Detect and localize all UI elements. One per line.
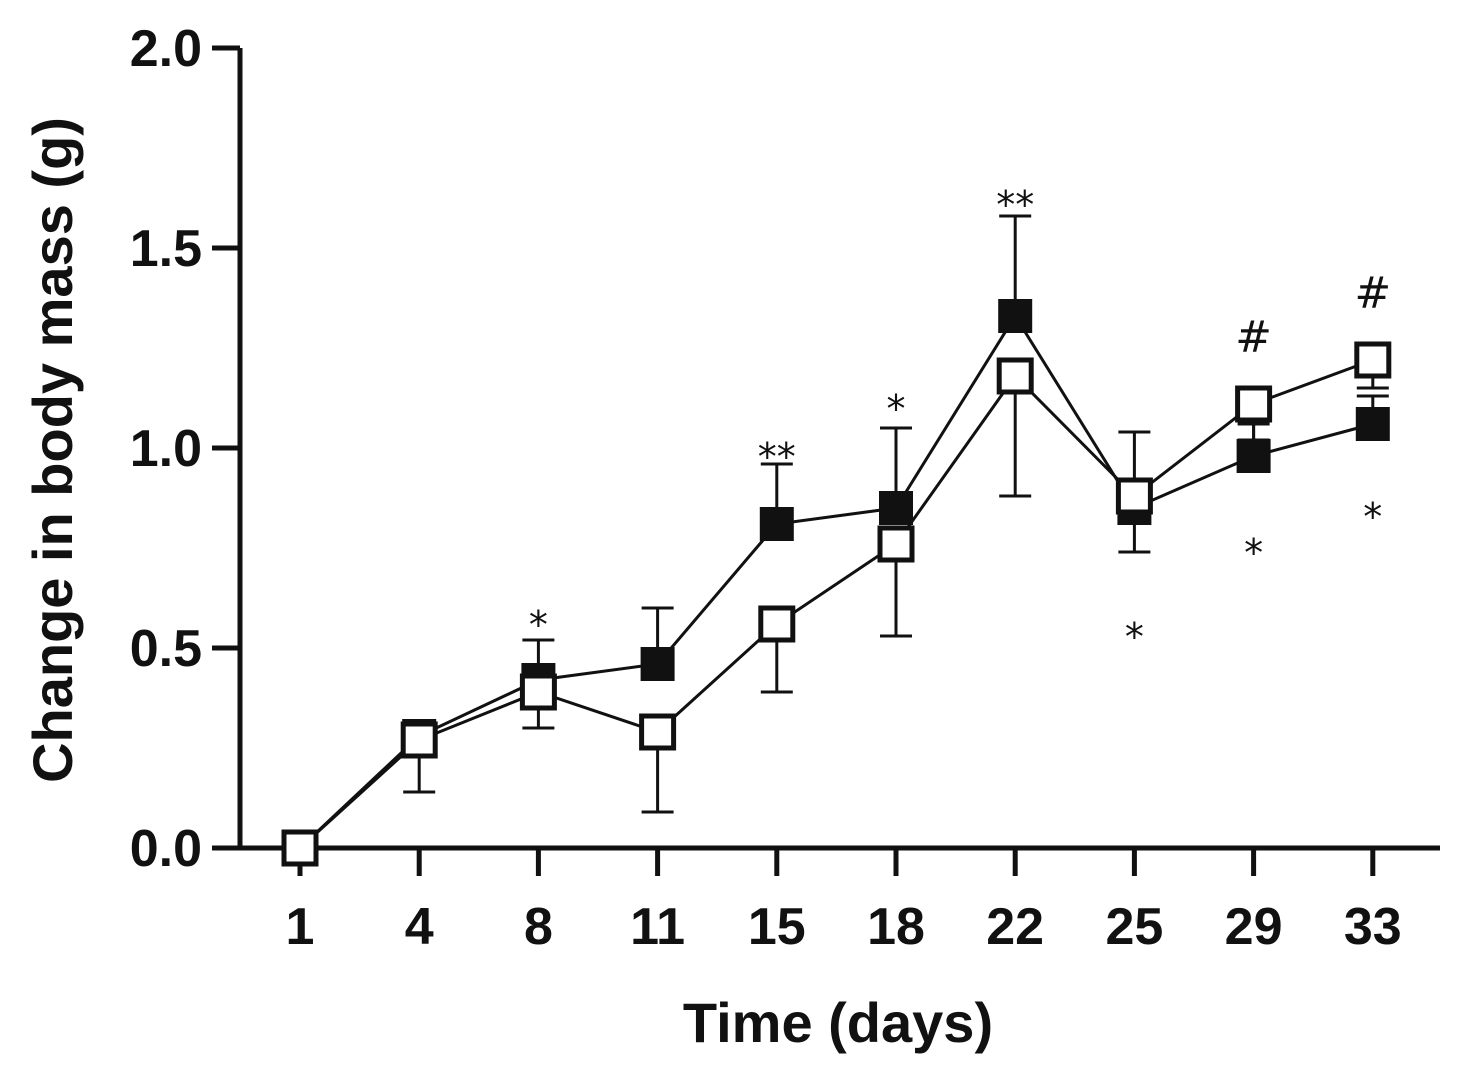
x-tick-label: 11 bbox=[630, 898, 685, 956]
x-tick-label: 15 bbox=[748, 898, 806, 956]
error-bars bbox=[403, 214, 1389, 814]
filled-square-marker bbox=[879, 491, 913, 525]
significance-mark: # bbox=[1235, 312, 1272, 363]
x-tick-label: 1 bbox=[286, 898, 315, 956]
series-line-1 bbox=[298, 313, 1374, 850]
y-tick-label: 1.0 bbox=[130, 420, 202, 478]
axes: 0.0 0.5 1.0 1.5 2.0 1 4 8 11 15 18 22 25 29 33 bbox=[130, 20, 1440, 956]
significance-mark: ** bbox=[758, 435, 796, 479]
significance-mark: * bbox=[1244, 531, 1263, 575]
open-square-marker bbox=[281, 829, 319, 867]
significance-mark: # bbox=[1354, 268, 1391, 319]
open-square-marker bbox=[639, 713, 677, 751]
x-tick-label: 22 bbox=[986, 898, 1044, 956]
open-square-marker bbox=[519, 673, 557, 711]
series-markers bbox=[281, 299, 1392, 867]
open-square-marker bbox=[877, 525, 915, 563]
significance-mark: ** bbox=[996, 183, 1034, 227]
x-tick-label: 8 bbox=[524, 898, 553, 956]
filled-square-marker bbox=[640, 647, 675, 681]
open-square-marker bbox=[996, 357, 1034, 395]
filled-square-marker bbox=[1236, 439, 1271, 473]
x-tick-label: 18 bbox=[867, 898, 925, 956]
y-tick-label: 0.5 bbox=[130, 620, 202, 678]
open-square-marker bbox=[400, 721, 438, 759]
open-square-marker bbox=[758, 605, 796, 643]
filled-square-marker bbox=[759, 507, 794, 541]
significance-mark: * bbox=[529, 603, 548, 647]
filled-square-marker bbox=[1355, 407, 1390, 441]
significance-mark: * bbox=[887, 387, 906, 431]
open-square-marker bbox=[1354, 341, 1392, 379]
x-tick-label: 29 bbox=[1225, 898, 1283, 956]
y-tick-label: 1.5 bbox=[130, 220, 202, 278]
x-tick-label: 4 bbox=[405, 898, 434, 956]
significance-mark: * bbox=[1125, 615, 1144, 659]
y-tick-label: 0.0 bbox=[130, 820, 202, 878]
y-tick-label: 2.0 bbox=[130, 20, 202, 78]
significance-mark: * bbox=[1363, 495, 1382, 539]
open-square-marker bbox=[1115, 477, 1153, 515]
series-line-2 bbox=[298, 358, 1374, 850]
significance-annotations: *******#*#* bbox=[529, 183, 1391, 659]
x-tick-label: 25 bbox=[1105, 898, 1163, 956]
open-square-marker bbox=[1235, 385, 1273, 423]
x-axis-title: Time (days) bbox=[683, 991, 993, 1054]
filled-square-marker bbox=[998, 299, 1033, 333]
y-axis-title: Change in body mass (g) bbox=[21, 117, 84, 783]
x-tick-label: 33 bbox=[1344, 898, 1402, 956]
series-lines bbox=[298, 313, 1374, 850]
